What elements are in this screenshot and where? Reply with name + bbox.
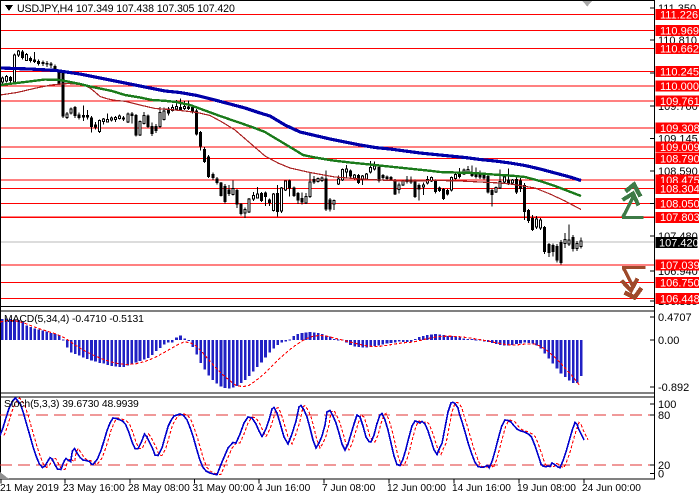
svg-text:110.969: 110.969 — [660, 25, 699, 37]
svg-text:0: 0 — [658, 468, 664, 480]
svg-text:110.000: 110.000 — [660, 81, 699, 93]
svg-text:MACD(5,34,4) -0.4710 -0.5131: MACD(5,34,4) -0.4710 -0.5131 — [4, 314, 144, 325]
svg-text:23 May 16:00: 23 May 16:00 — [63, 483, 125, 494]
svg-text:4 Jun 16:00: 4 Jun 16:00 — [257, 483, 311, 494]
svg-text:80: 80 — [658, 410, 670, 422]
svg-text:109.308: 109.308 — [660, 123, 700, 135]
svg-text:107.803: 107.803 — [660, 212, 700, 224]
svg-text:111.226: 111.226 — [660, 9, 698, 21]
svg-text:0.4707: 0.4707 — [658, 312, 692, 324]
svg-text:28 May 08:00: 28 May 08:00 — [128, 483, 190, 494]
svg-text:0.00: 0.00 — [658, 335, 679, 347]
svg-text:108.050: 108.050 — [660, 198, 700, 210]
svg-text:USDJPY,H4 107.349 107.438 107: USDJPY,H4 107.349 107.438 107.305 107.42… — [17, 3, 235, 15]
svg-text:19 Jun 08:00: 19 Jun 08:00 — [517, 483, 576, 494]
svg-text:106.448: 106.448 — [660, 293, 700, 305]
svg-text:109.761: 109.761 — [660, 96, 700, 108]
svg-text:108.304: 108.304 — [660, 183, 700, 195]
svg-text:107.420: 107.420 — [659, 237, 699, 249]
svg-text:110.245: 110.245 — [660, 66, 699, 78]
svg-text:Stoch(5,3,3) 39.6730 48.9939: Stoch(5,3,3) 39.6730 48.9939 — [4, 399, 139, 410]
svg-text:107.039: 107.039 — [660, 260, 700, 272]
svg-text:31 May 00:00: 31 May 00:00 — [193, 483, 255, 494]
svg-text:108.790: 108.790 — [660, 153, 700, 165]
svg-text:-0.892: -0.892 — [658, 382, 689, 394]
svg-text:110.662: 110.662 — [660, 43, 699, 55]
svg-text:14 Jun 16:00: 14 Jun 16:00 — [452, 483, 511, 494]
svg-text:7 Jun 08:00: 7 Jun 08:00 — [322, 483, 376, 494]
svg-text:109.009: 109.009 — [660, 142, 700, 154]
svg-text:20: 20 — [658, 460, 670, 472]
svg-text:12 Jun 00:00: 12 Jun 00:00 — [387, 483, 446, 494]
svg-text:24 Jun 00:00: 24 Jun 00:00 — [582, 483, 641, 494]
svg-text:21 May 2019: 21 May 2019 — [0, 483, 59, 494]
svg-text:100: 100 — [658, 399, 676, 411]
svg-text:106.750: 106.750 — [660, 277, 700, 289]
